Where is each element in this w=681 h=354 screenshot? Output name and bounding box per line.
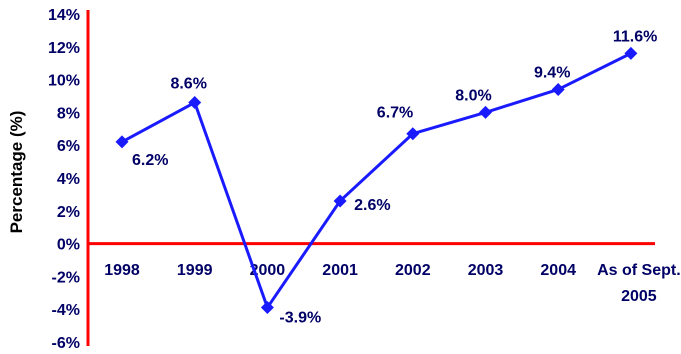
- x-tick-label: 2001: [322, 262, 358, 279]
- data-label: 6.7%: [377, 105, 413, 122]
- x-axis-tick-labels: 1998 1999 2000 2001 2002 2003 2004 As of Sept. 2…: [104, 262, 680, 305]
- x-tick-label: 2002: [395, 262, 431, 279]
- x-tick-label: 2005: [621, 288, 657, 305]
- x-tick-label: 2000: [250, 262, 286, 279]
- data-label: 11.6%: [613, 28, 657, 45]
- x-tick-label: 1999: [177, 262, 213, 279]
- y-tick-label: -4%: [52, 302, 80, 319]
- data-label: 8.6%: [170, 76, 206, 93]
- data-labels: 6.2% 8.6% -3.9% 2.6% 6.7% 8.0% 9.4% 11.6%: [132, 28, 657, 326]
- axes: [86, 10, 655, 346]
- x-tick-label: As of Sept.: [597, 262, 681, 279]
- series-percentage: [121, 52, 632, 310]
- y-tick-label: 12%: [48, 40, 80, 57]
- y-axis-title: Percentage (%): [7, 111, 26, 234]
- y-tick-label: -2%: [52, 269, 80, 286]
- data-point-marker: [406, 127, 420, 141]
- data-point-marker: [333, 194, 347, 208]
- data-label: 8.0%: [455, 87, 491, 104]
- data-point-marker: [479, 105, 492, 119]
- y-tick-label: 6%: [57, 138, 80, 155]
- data-point-marker: [260, 301, 274, 315]
- data-label: 6.2%: [132, 152, 168, 169]
- y-tick-label: -6%: [52, 335, 80, 352]
- data-label: 2.6%: [354, 197, 390, 214]
- data-point-marker: [624, 46, 638, 60]
- data-point-marker: [115, 135, 129, 149]
- data-point-marker: [551, 82, 565, 96]
- y-tick-label: 14%: [48, 7, 80, 24]
- x-tick-label: 2003: [468, 262, 504, 279]
- data-label: 9.4%: [534, 64, 570, 81]
- y-tick-label: 8%: [57, 105, 80, 122]
- series-line: [121, 52, 632, 310]
- x-tick-label: 1998: [104, 262, 140, 279]
- y-tick-label: 10%: [48, 73, 80, 90]
- y-tick-label: 0%: [57, 237, 80, 254]
- y-tick-label: 4%: [57, 171, 80, 188]
- y-tick-label: 2%: [57, 204, 80, 221]
- x-tick-label: 2004: [540, 262, 576, 279]
- data-point-marker: [188, 96, 202, 110]
- data-label: -3.9%: [279, 310, 321, 327]
- y-axis-ticks: -6% -4% -2% 0% 2% 4% 6% 8% 10% 12% 14%: [48, 7, 80, 352]
- data-markers: [115, 46, 638, 315]
